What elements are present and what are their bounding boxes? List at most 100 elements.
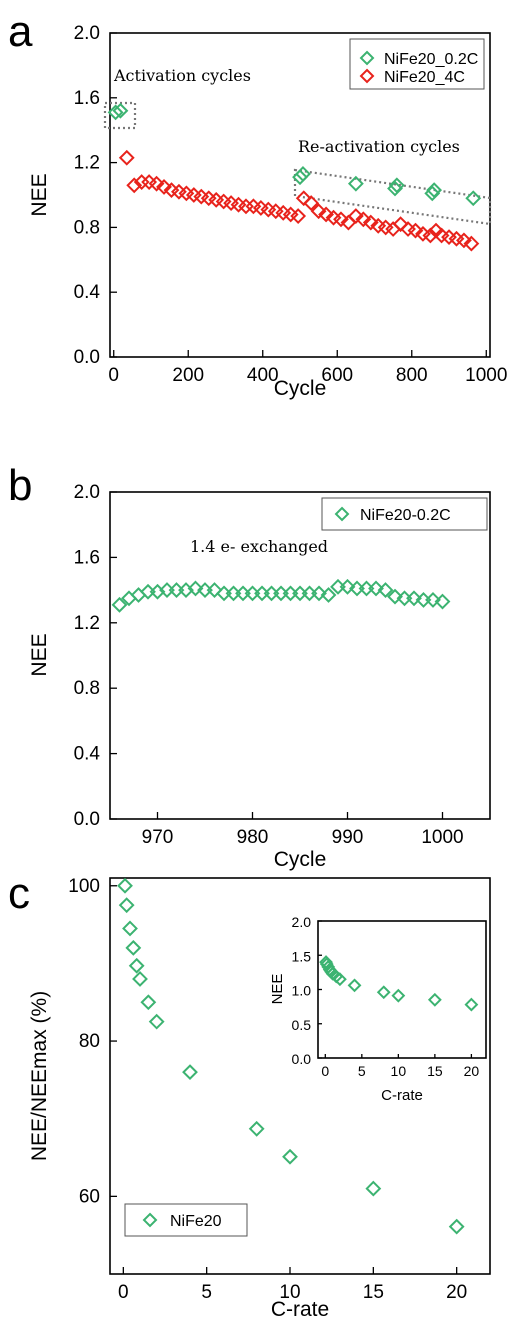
y-tick-label: 0.0 (74, 347, 100, 368)
data-point (407, 222, 424, 239)
data-point (339, 578, 356, 595)
x-tick-label: 0 (118, 1282, 129, 1303)
data-point (206, 582, 223, 599)
data-point (465, 190, 482, 207)
data-point (125, 939, 142, 956)
data-point (422, 227, 439, 244)
panel-b-y-axis-title: NEE (28, 633, 51, 676)
y-tick-label: 1.2 (74, 613, 100, 634)
inset-plot-frame (317, 920, 487, 1059)
data-point (132, 971, 148, 987)
y-tick-label: 2.0 (74, 23, 100, 44)
y-tick-label: 2.0 (74, 482, 100, 503)
y-tick-label: 0.5 (292, 1017, 312, 1033)
data-point (118, 897, 135, 914)
data-point (355, 211, 372, 228)
data-point (168, 582, 185, 599)
reactivation-cycles-annotation: Re-activation cycles (298, 137, 460, 156)
panel-a-data-points (107, 102, 482, 252)
panel-b-x-axis-title: Cycle (274, 848, 327, 871)
data-point (427, 992, 442, 1007)
data-point (254, 585, 270, 602)
panel-a-legend-box (349, 38, 485, 90)
x-tick-label: 5 (201, 1282, 212, 1303)
legend-label-nife20: NiFe20 (170, 1213, 222, 1230)
panel-a-x-axis-title: Cycle (274, 377, 327, 400)
x-tick-label: 20 (446, 1282, 467, 1303)
x-tick-label: 400 (247, 365, 279, 386)
data-point (248, 1120, 265, 1137)
data-point (463, 235, 480, 252)
x-tick-label: 10 (279, 1282, 300, 1303)
data-point (368, 580, 384, 597)
data-point (392, 216, 409, 233)
legend-marker-nife20-0.2c (359, 50, 375, 66)
data-point (111, 596, 128, 613)
data-point (244, 585, 261, 602)
panel-a-x-ticks: 0 200 400 600 800 1000 (108, 350, 507, 386)
data-point (347, 175, 364, 192)
y-tick-label: 1.6 (74, 88, 100, 109)
panel-letter-b: b (8, 461, 32, 510)
panel-c-y-axis-title: NEE/NEEmax (%) (28, 991, 51, 1161)
legend-label-nife20-0.2c: NiFe20_0.2C (384, 51, 478, 68)
x-tick-label: 980 (237, 827, 269, 848)
data-point (347, 978, 362, 993)
panel-c-data-points (117, 877, 465, 1235)
data-point (118, 149, 135, 166)
reactivation-cycles-box (293, 168, 492, 226)
data-point (301, 585, 318, 602)
data-point (117, 877, 133, 894)
inset-x-axis-title: C-rate (381, 1087, 423, 1104)
legend-label-nife20-4c: NiFe20_4C (384, 69, 465, 86)
y-tick-label: 60 (79, 1186, 100, 1207)
x-tick-label: 1000 (465, 365, 507, 386)
data-point (311, 585, 327, 602)
x-tick-label: 200 (172, 365, 204, 386)
data-point (290, 208, 307, 224)
x-tick-label: 0 (321, 1063, 329, 1079)
data-point (156, 178, 172, 195)
activation-cycles-box (103, 101, 137, 130)
y-tick-label: 0.8 (74, 217, 100, 238)
data-point (387, 588, 403, 605)
panel-b-x-ticks: 970 980 990 1000 (142, 812, 464, 848)
panel-letter-c: c (8, 869, 30, 918)
data-point (225, 585, 242, 602)
y-tick-label: 2.0 (292, 914, 312, 930)
panel-c-plot-frame (109, 877, 491, 1275)
electrons-exchanged-annotation: 1.4 e- exchanged (190, 537, 328, 556)
y-tick-label: 1.0 (292, 983, 312, 999)
data-point (303, 195, 320, 212)
data-point (107, 104, 124, 121)
data-point (126, 177, 143, 194)
y-tick-label: 0.4 (74, 744, 101, 765)
data-point (406, 590, 422, 607)
panel-b-data-points (111, 578, 451, 613)
data-point (391, 988, 406, 1003)
panel-c-x-ticks: 0 5 10 15 20 (118, 1267, 467, 1303)
panel-c-y-ticks: 60 80 100 (68, 876, 117, 1207)
panel-c-x-axis-title: C-rate (271, 1298, 329, 1318)
inset-y-axis-title: NEE (269, 974, 286, 1005)
y-tick-label: 1.6 (74, 547, 100, 568)
data-point (273, 585, 289, 602)
panel-a: a 0 200 400 600 800 1000 0.0 0.4 0.8 1.2 1.6 2.0 C… (8, 7, 507, 400)
data-point (425, 591, 441, 608)
data-point (263, 585, 280, 602)
data-point (140, 994, 157, 1011)
panel-b-legend-box (321, 497, 488, 531)
data-point (122, 920, 138, 937)
data-point (148, 175, 165, 192)
y-tick-label: 1.5 (292, 948, 312, 964)
data-point (388, 177, 405, 194)
data-point (448, 1218, 465, 1235)
y-tick-label: 0.4 (74, 282, 101, 303)
x-tick-label: 0 (108, 365, 119, 386)
legend-marker-nife20-4c (359, 68, 375, 84)
data-point (332, 972, 347, 987)
legend-marker-nife20-0.2c-b (334, 506, 350, 522)
data-point (182, 1064, 198, 1081)
